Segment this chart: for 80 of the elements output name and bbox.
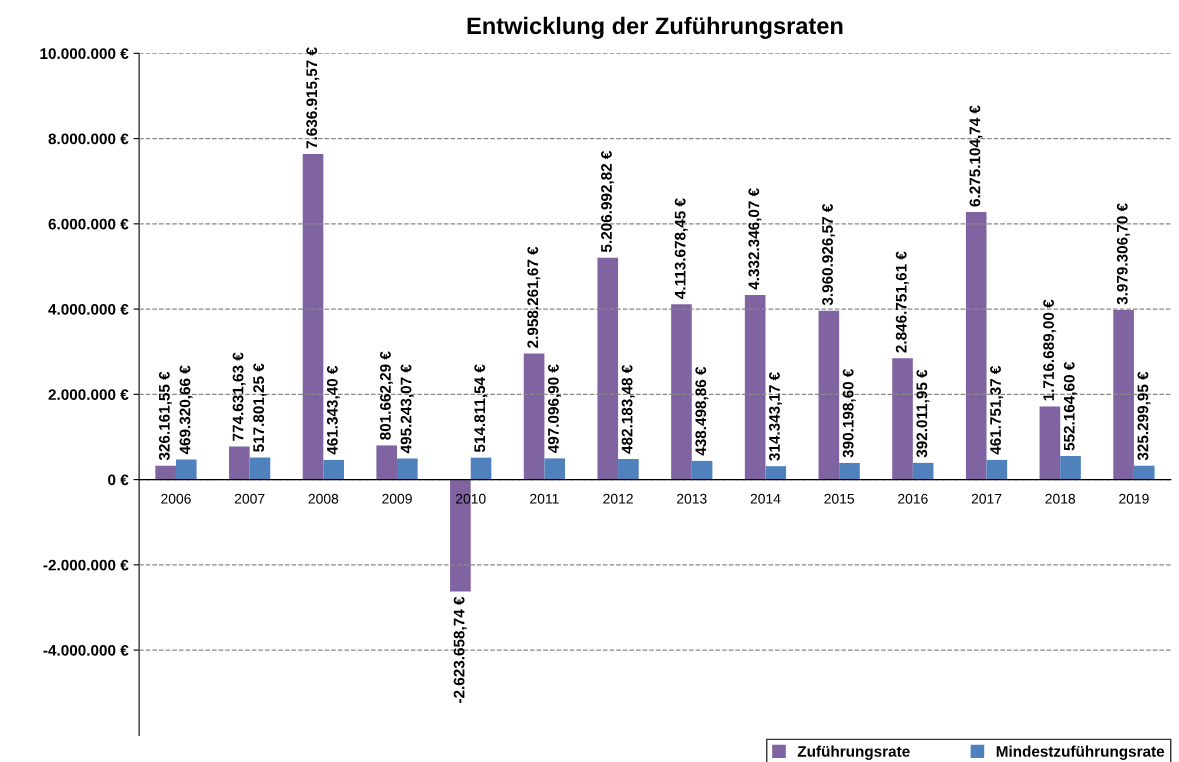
x-tick-label: 2011: [530, 493, 559, 504]
legend-label: Zuführungsrate: [797, 745, 910, 760]
bar: [175, 459, 197, 480]
data-label: 438.498,86 €: [695, 366, 709, 456]
data-label: 390.198,60 €: [842, 368, 856, 458]
data-label: 392.011,95 €: [916, 369, 930, 458]
bar: [965, 212, 987, 480]
data-label: 325.299,95 €: [1137, 371, 1151, 461]
data-label: 774.631,63 €: [232, 352, 246, 441]
x-tick-label: 2010: [455, 493, 486, 504]
bar: [302, 154, 324, 480]
bar: [544, 458, 566, 480]
bar: [155, 465, 176, 480]
bar: [470, 457, 492, 480]
data-label: 3.960.926,57 €: [822, 203, 836, 306]
bar: [597, 257, 619, 480]
data-label: 461.343,40 €: [326, 365, 340, 455]
bar: [397, 458, 418, 480]
data-label: 461.751,37 €: [990, 365, 1004, 455]
data-label: 1.716.689,00 €: [1043, 299, 1057, 401]
y-tick-label: 4.000.000 €: [48, 303, 129, 315]
bar: [839, 462, 860, 480]
bar: [986, 459, 1008, 480]
bar: [818, 310, 840, 480]
data-label: 514.811,54 €: [474, 364, 488, 453]
data-label: 7.636.915,57 €: [306, 47, 320, 149]
y-tick-label: 0 €: [108, 474, 129, 486]
bar: [618, 459, 639, 480]
data-label: 469.320,66 €: [179, 365, 193, 455]
data-label: 4.113.678,45 €: [674, 198, 688, 299]
data-label: 326.161,55 €: [158, 371, 172, 461]
legend-label: Mindestzuführungsrate: [996, 745, 1165, 760]
y-tick-label: 10.000.000 €: [40, 48, 129, 60]
x-tick-label: 2015: [824, 493, 855, 504]
bar: [892, 358, 913, 480]
bar: [523, 353, 545, 480]
data-label: 801.662,29 €: [379, 351, 394, 440]
bar: [249, 457, 271, 480]
data-label: 495.243,07 €: [400, 364, 414, 454]
bar: [744, 294, 766, 480]
chart-title: Entwicklung der Zuführungsraten: [467, 16, 843, 39]
data-label: 6.275.104,74 €: [969, 105, 983, 207]
bar: [1113, 309, 1134, 480]
data-label: 2.958.261,67 €: [527, 246, 541, 348]
data-label: 5.206.992,82 €: [601, 150, 615, 253]
bar: [376, 445, 398, 480]
data-label: 2.846.751,61 €: [895, 251, 909, 353]
x-tick-label: 2018: [1045, 493, 1076, 504]
bar: [765, 466, 787, 480]
bar: [1133, 465, 1155, 480]
bar: [229, 446, 250, 480]
x-tick-label: 2013: [677, 493, 707, 504]
bar: [912, 462, 934, 480]
bar: [323, 459, 344, 480]
x-tick-label: 2014: [750, 493, 781, 504]
x-tick-label: 2019: [1119, 493, 1149, 504]
bar: [1060, 456, 1081, 480]
x-tick-label: 2017: [971, 493, 1002, 504]
y-tick-label: 6.000.000 €: [48, 218, 129, 230]
y-tick-label: 8.000.000 €: [48, 133, 129, 145]
bar: [691, 460, 713, 480]
data-label: -2.623.658,74 €: [453, 596, 467, 703]
data-label: 482.183,48 €: [621, 364, 635, 454]
bar: [671, 304, 692, 480]
y-tick-label: 2.000.000 €: [48, 389, 129, 401]
y-tick-label: -4.000.000 €: [43, 644, 129, 656]
x-tick-label: 2009: [382, 493, 412, 504]
data-label: 4.332.346,07 €: [748, 188, 762, 290]
x-tick-label: 2016: [898, 493, 928, 504]
x-tick-label: 2006: [161, 493, 191, 504]
data-label: 314.343,17 €: [769, 372, 783, 461]
y-tick-label: -2.000.000 €: [43, 559, 129, 571]
bar: [1039, 406, 1061, 480]
x-tick-label: 2007: [234, 493, 265, 504]
x-tick-label: 2012: [603, 493, 633, 504]
data-label: 517.801,25 €: [253, 363, 267, 452]
x-tick-label: 2008: [308, 493, 339, 504]
data-label: 3.979.306,70 €: [1116, 203, 1130, 305]
data-label: 497.096,90 €: [548, 364, 562, 454]
data-label: 552.164,60 €: [1063, 362, 1077, 451]
